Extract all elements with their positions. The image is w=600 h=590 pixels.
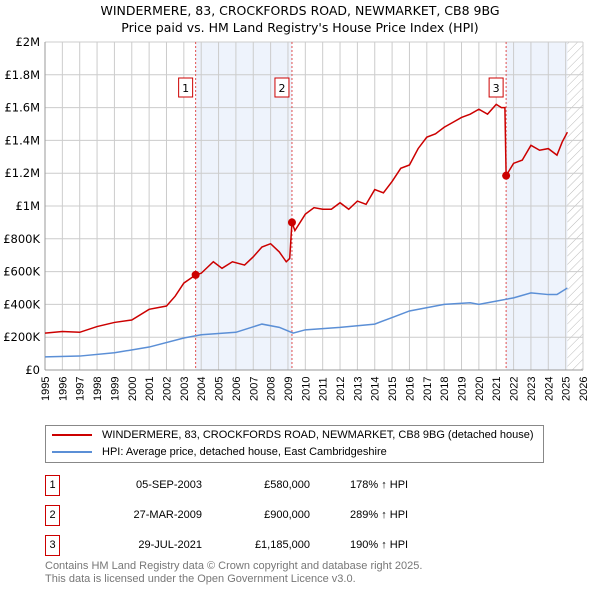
sale-badge bbox=[178, 77, 194, 98]
footer-copyright: Contains HM Land Registry data © Crown c… bbox=[45, 560, 423, 572]
x-tick-label: 2026 bbox=[578, 377, 590, 401]
x-tick-label: 2014 bbox=[370, 377, 382, 401]
sale-date: 27-MAR-2009 bbox=[133, 509, 202, 521]
x-tick-label: 2019 bbox=[457, 377, 469, 401]
legend-label: HPI: Average price, detached house, East… bbox=[102, 446, 387, 458]
x-tick-label: 2002 bbox=[161, 377, 173, 401]
x-tick-label: 2017 bbox=[422, 377, 434, 401]
sale-price: £900,000 bbox=[264, 509, 310, 521]
x-tick-label: 2025 bbox=[561, 377, 573, 401]
y-tick-label: £1M bbox=[15, 199, 40, 213]
legend-swatch bbox=[52, 451, 92, 453]
x-tick-label: 2021 bbox=[491, 377, 503, 401]
chart-plot: 1995 1996 1997 1998 1999 2000 2001 2002 2003 2004… bbox=[3, 35, 590, 401]
legend: WINDERMERE, 83, CROCKFORDS ROAD, NEWMARK… bbox=[45, 425, 544, 463]
sale-row: 1 05-SEP-2003 £580,000 178% ↑ HPI bbox=[45, 475, 545, 496]
sale-row: 2 27-MAR-2009 £900,000 289% ↑ HPI bbox=[45, 505, 545, 526]
x-tick-label: 1998 bbox=[92, 377, 104, 401]
y-tick-label: £1.2M bbox=[4, 166, 40, 180]
x-tick-label: 1997 bbox=[75, 377, 87, 401]
legend-label: WINDERMERE, 83, CROCKFORDS ROAD, NEWMARK… bbox=[102, 429, 534, 441]
footer-licence: This data is licensed under the Open Gov… bbox=[45, 573, 356, 585]
series-line bbox=[44, 287, 568, 358]
y-tick-label: £1.6M bbox=[4, 101, 40, 115]
y-tick-label: £400K bbox=[3, 297, 40, 311]
y-tick-label: £800K bbox=[3, 232, 40, 246]
sale-badge-label: 3 bbox=[493, 82, 500, 95]
x-tick-label: 2011 bbox=[318, 377, 330, 401]
y-tick-label: £1.8M bbox=[4, 68, 40, 82]
x-tick-label: 2009 bbox=[283, 377, 295, 401]
x-tick-label: 2001 bbox=[144, 377, 156, 401]
legend-item-property: WINDERMERE, 83, CROCKFORDS ROAD, NEWMARK… bbox=[52, 428, 534, 442]
x-tick-label: 2008 bbox=[266, 377, 278, 401]
sale-marker-badge: 1 bbox=[45, 475, 60, 496]
y-tick-label: £600K bbox=[3, 265, 40, 279]
legend-swatch bbox=[52, 434, 92, 436]
sale-row: 3 29-JUL-2021 £1,185,000 190% ↑ HPI bbox=[45, 535, 545, 556]
x-tick-label: 2023 bbox=[526, 377, 538, 401]
sale-price: £1,185,000 bbox=[254, 539, 310, 551]
x-tick-label: 2007 bbox=[248, 377, 260, 401]
x-tick-label: 2015 bbox=[387, 377, 399, 401]
x-tick-label: 1999 bbox=[109, 377, 121, 401]
x-tick-label: 2018 bbox=[439, 377, 451, 401]
y-tick-label: £0 bbox=[25, 363, 40, 377]
y-tick-label: £1.4M bbox=[4, 133, 40, 147]
x-tick-label: 2006 bbox=[231, 377, 243, 401]
sale-hpi: 190% ↑ HPI bbox=[350, 539, 409, 551]
chart-title: WINDERMERE, 83, CROCKFORDS ROAD, NEWMARK… bbox=[100, 3, 500, 18]
legend-item-hpi: HPI: Average price, detached house, East… bbox=[52, 445, 387, 459]
series-line bbox=[44, 103, 569, 334]
x-tick-label: 2003 bbox=[179, 377, 191, 401]
sale-date: 05-SEP-2003 bbox=[135, 479, 202, 491]
x-tick-label: 1996 bbox=[57, 377, 69, 401]
x-tick-label: 2004 bbox=[196, 377, 208, 401]
x-tick-label: 2022 bbox=[509, 377, 521, 401]
sale-point bbox=[287, 218, 296, 227]
sale-badge-label: 2 bbox=[278, 82, 285, 95]
sale-marker-badge: 3 bbox=[45, 535, 60, 556]
x-tick-label: 1995 bbox=[40, 377, 52, 401]
sale-hpi: 289% ↑ HPI bbox=[350, 509, 409, 521]
x-tick-label: 2012 bbox=[335, 377, 347, 401]
sale-badge bbox=[488, 77, 504, 98]
sale-hpi: 178% ↑ HPI bbox=[350, 479, 409, 491]
sale-point bbox=[191, 270, 200, 279]
sale-marker-badge: 2 bbox=[45, 505, 60, 526]
x-tick-label: 2010 bbox=[300, 377, 312, 401]
sale-point bbox=[502, 171, 511, 180]
sale-price: £580,000 bbox=[264, 479, 310, 491]
sale-date: 29-JUL-2021 bbox=[138, 539, 202, 551]
x-tick-label: 2005 bbox=[214, 377, 226, 401]
sale-badge bbox=[274, 77, 290, 98]
x-tick-label: 2024 bbox=[543, 377, 555, 401]
x-tick-label: 2013 bbox=[352, 377, 364, 401]
y-tick-label: £200K bbox=[3, 330, 40, 344]
x-tick-label: 2016 bbox=[404, 377, 416, 401]
x-tick-label: 2000 bbox=[127, 377, 139, 401]
y-tick-label: £2M bbox=[15, 35, 40, 49]
chart-subtitle: Price paid vs. HM Land Registry's House … bbox=[121, 20, 479, 35]
sale-badge-label: 1 bbox=[182, 82, 189, 95]
x-tick-label: 2020 bbox=[474, 377, 486, 401]
